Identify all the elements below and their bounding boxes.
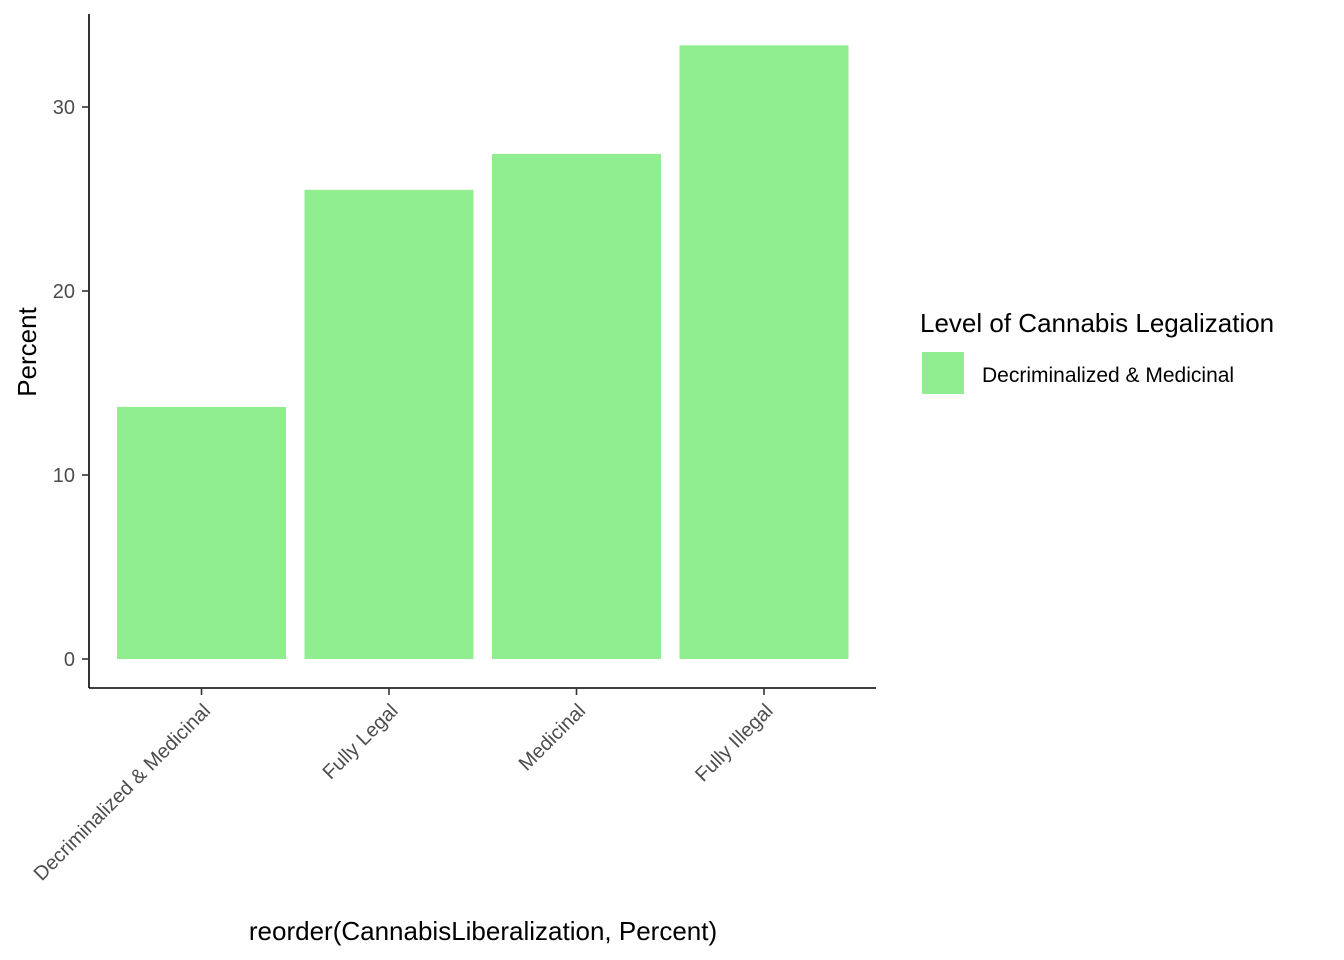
y-axis: 0 10 20 30 <box>53 14 90 688</box>
legend-label: Decriminalized & Medicinal <box>982 364 1234 387</box>
legend-title: Level of Cannabis Legalization <box>920 308 1274 338</box>
bar <box>679 45 849 660</box>
y-tick-label: 30 <box>53 97 75 119</box>
x-tick-label: Medicinal <box>515 700 590 775</box>
x-axis: Decriminalized & Medicinal Fully Legal Med… <box>30 687 876 885</box>
x-tick-label: Fully Illegal <box>691 700 777 786</box>
y-axis-title: Percent <box>12 306 42 396</box>
y-tick-label: 20 <box>53 281 75 303</box>
x-tick-label: Decriminalized & Medicinal <box>30 700 215 885</box>
y-tick-label: 10 <box>53 465 75 487</box>
x-tick-label: Fully Legal <box>319 700 403 784</box>
legend-swatch <box>922 352 964 394</box>
bars-group <box>117 45 849 660</box>
bar <box>117 406 286 659</box>
bar <box>492 153 661 660</box>
legend: Level of Cannabis Legalization Decrimina… <box>920 308 1274 394</box>
y-tick-label: 0 <box>64 649 75 671</box>
x-axis-title: reorder(CannabisLiberalization, Percent) <box>249 916 717 946</box>
bar <box>304 189 474 660</box>
